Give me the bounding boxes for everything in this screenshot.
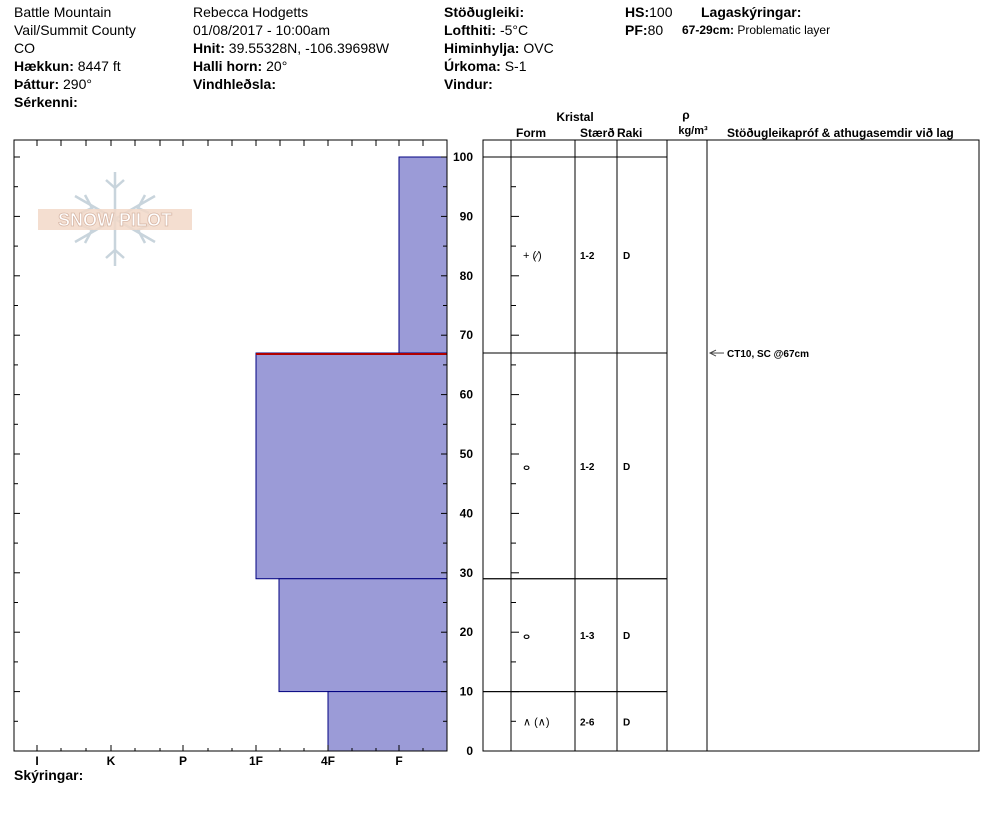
- layer-note-text: Problematic layer: [737, 23, 831, 37]
- hs-value: 100: [649, 4, 673, 20]
- elevation-value: 8447 ft: [77, 58, 121, 74]
- air-temp-label: Lofthiti:: [444, 22, 497, 38]
- layer-table-rows: + (⁄) 1-2 D ⴰ 1-2 D ⴰ 1-3 D ∧ (∧) 2-6 D: [483, 156, 667, 752]
- depth-tick-label-70: 70: [460, 328, 474, 342]
- aspect-label: Þáttur:: [14, 76, 60, 92]
- logo-text: SNOW PILOT: [58, 210, 172, 230]
- elevation-label: Hækkun:: [14, 58, 74, 74]
- hs-label: HS:: [625, 4, 650, 20]
- hardness-tick-label-K: K: [107, 754, 116, 768]
- depth-tick-label-80: 80: [460, 269, 474, 283]
- aspect-field: Þáttur: 290°: [14, 75, 92, 93]
- coords-field: Hnit: 39.55328N, -106.39698W: [193, 39, 389, 57]
- rho-header: ρ: [682, 108, 689, 122]
- precip-value: S-1: [504, 58, 527, 74]
- observation-datetime: 01/08/2017 - 10:00am: [193, 22, 330, 38]
- pf-label: PF:: [625, 22, 648, 38]
- hs-field: HS:100: [625, 3, 672, 21]
- hardness-tick-label-4F: 4F: [321, 754, 335, 768]
- depth-tick-label-10: 10: [460, 685, 474, 699]
- precip-label: Úrkoma:: [444, 58, 501, 74]
- layer-note: 67-29cm: Problematic layer: [682, 23, 830, 37]
- comments-header: Stöðugleikapróf & athugasemdir við lag: [727, 126, 954, 140]
- moisture-4: D: [623, 717, 630, 728]
- moisture-1: D: [623, 251, 630, 262]
- grain-form-1: + (⁄): [523, 250, 542, 262]
- size-header: Stærð: [580, 126, 615, 140]
- depth-tick-label-90: 90: [460, 209, 474, 223]
- layer-bar-3: [278, 578, 448, 693]
- stability-tests: CT10, SC @67cm: [708, 349, 809, 360]
- depth-axis: 0 10 20 30 40 50 60 70 80 90 100: [14, 150, 519, 758]
- test-result-1: CT10, SC @67cm: [727, 349, 809, 360]
- slope-field: Halli horn: 20°: [193, 57, 287, 75]
- observer-name: Rebecca Hodgetts: [193, 4, 309, 20]
- state-name: CO: [14, 40, 35, 56]
- layer-notes-label: Lagaskýringar:: [701, 4, 802, 20]
- region-name: Vail/Summit County: [14, 22, 136, 38]
- elevation-field: Hækkun: 8447 ft: [14, 57, 121, 75]
- wind-loading-label: Vindhleðsla:: [193, 76, 276, 92]
- wind-label: Vindur:: [444, 76, 493, 92]
- moisture-2: D: [623, 462, 630, 473]
- hardness-tick-label-F: F: [395, 754, 402, 768]
- depth-tick-label-100: 100: [453, 150, 473, 164]
- hardness-layers: [255, 156, 448, 752]
- hardness-tick-label-P: P: [179, 754, 187, 768]
- grain-size-2: 1-2: [580, 462, 595, 473]
- aspect-value: 290°: [63, 76, 92, 92]
- moisture-3: D: [623, 631, 630, 642]
- sky-field: Himinhylja: OVC: [444, 39, 554, 57]
- depth-tick-label-0: 0: [466, 744, 473, 758]
- grain-size-4: 2-6: [580, 717, 595, 728]
- sky-value: OVC: [523, 40, 554, 56]
- hardness-tick-label-I: I: [35, 754, 38, 768]
- hardness-tick-label-1F: 1F: [249, 754, 263, 768]
- depth-tick-label-30: 30: [460, 566, 474, 580]
- grain-form-3: ⴰ: [523, 630, 530, 642]
- grain-form-2: ⴰ: [523, 461, 530, 473]
- form-header: Form: [516, 126, 546, 140]
- depth-tick-label-60: 60: [460, 388, 474, 402]
- slope-label: Halli horn:: [193, 58, 263, 74]
- pf-field: PF:80: [625, 21, 663, 39]
- grain-size-1: 1-2: [580, 251, 595, 262]
- coords-label: Hnit:: [193, 40, 225, 56]
- coords-value: 39.55328N, -106.39698W: [228, 40, 390, 56]
- air-temp-field: Lofthiti: -5°C: [444, 21, 528, 39]
- depth-tick-label-20: 20: [460, 625, 474, 639]
- layer-table: [482, 139, 980, 752]
- depth-tick-label-40: 40: [460, 506, 474, 520]
- notes-label: Skýringar:: [14, 767, 84, 783]
- layer-bar-4: [327, 691, 448, 752]
- air-temp-value: -5°C: [499, 22, 529, 38]
- sky-label: Himinhylja:: [444, 40, 520, 56]
- density-unit-header: kg/m³: [678, 125, 708, 137]
- location-name: Battle Mountain: [14, 4, 112, 20]
- layer-bar-2: [255, 352, 448, 580]
- grain-size-3: 1-3: [580, 631, 595, 642]
- moisture-header: Raki: [617, 126, 642, 140]
- stability-label: Stöðugleiki:: [444, 4, 525, 20]
- pf-value: 80: [647, 22, 664, 38]
- hardness-axis: I K P 1F 4F F: [35, 140, 424, 768]
- test-pointer-arrow-1: [708, 349, 717, 357]
- depth-tick-label-50: 50: [460, 447, 474, 461]
- precip-field: Úrkoma: S-1: [444, 57, 526, 75]
- hardness-plot-frame: [13, 139, 448, 752]
- layer-note-range: 67-29cm:: [682, 23, 735, 37]
- slope-value: 20°: [266, 58, 288, 74]
- crystal-header: Kristal: [556, 110, 593, 124]
- features-label: Sérkenni:: [14, 94, 78, 110]
- layer-bar-1: [398, 156, 448, 354]
- snowpilot-logo: SNOW PILOT: [38, 172, 192, 266]
- grain-form-4: ∧ (∧): [523, 716, 550, 728]
